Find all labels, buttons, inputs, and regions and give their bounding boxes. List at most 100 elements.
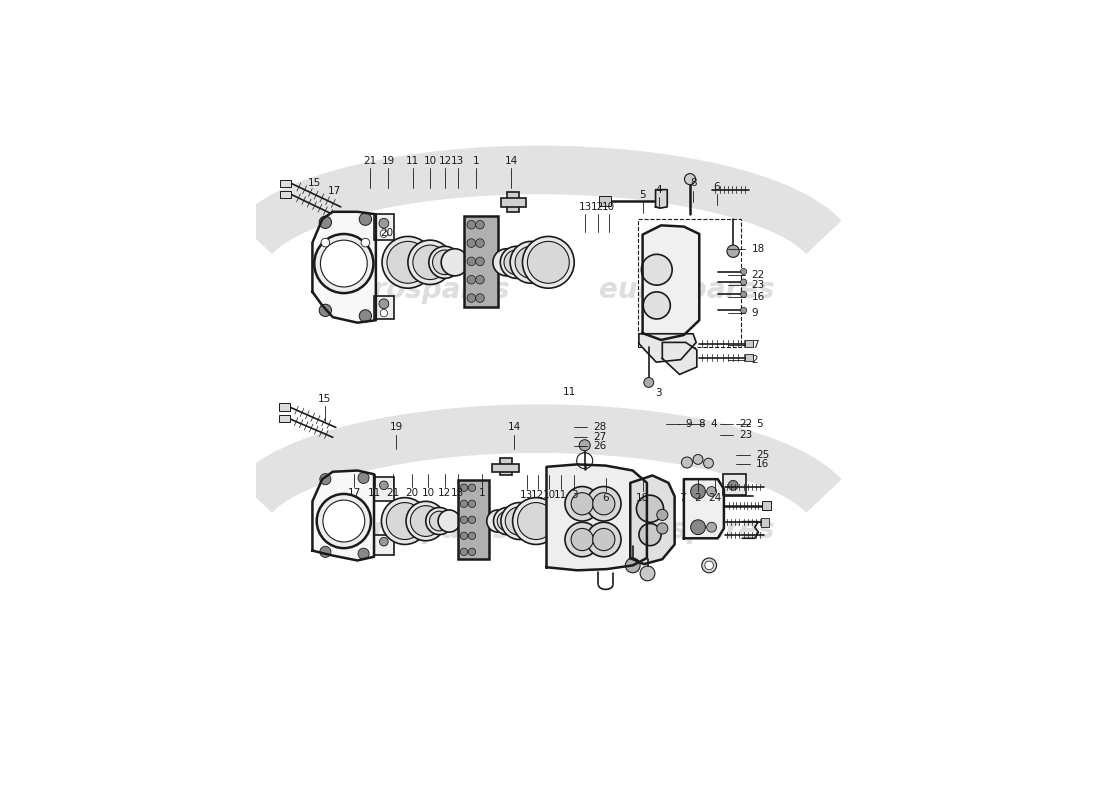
Bar (723, 474, 746, 495)
Bar (278, 415, 289, 422)
Circle shape (657, 523, 668, 534)
Circle shape (691, 520, 705, 534)
Text: 24: 24 (708, 493, 722, 502)
Text: 21: 21 (386, 488, 399, 498)
Bar (746, 354, 754, 362)
Text: 11: 11 (406, 156, 419, 166)
Circle shape (468, 238, 475, 247)
Circle shape (379, 538, 388, 546)
Text: 11: 11 (554, 490, 568, 500)
Text: 6: 6 (713, 182, 719, 191)
Bar (638, 219, 741, 347)
Text: 20: 20 (405, 488, 418, 498)
Polygon shape (547, 464, 647, 570)
Circle shape (358, 548, 370, 559)
Circle shape (641, 254, 672, 285)
Text: 8: 8 (690, 178, 696, 189)
Bar (278, 403, 289, 410)
Circle shape (637, 495, 663, 522)
Circle shape (387, 242, 429, 283)
Circle shape (320, 474, 331, 485)
Circle shape (381, 310, 387, 317)
Polygon shape (630, 475, 674, 564)
Text: 1: 1 (473, 156, 480, 166)
Text: 17: 17 (348, 488, 361, 498)
Circle shape (691, 484, 705, 499)
Circle shape (315, 234, 373, 293)
Bar (507, 192, 519, 212)
Text: 6: 6 (603, 493, 609, 502)
Circle shape (727, 245, 739, 258)
Circle shape (593, 493, 615, 515)
Text: 5: 5 (639, 190, 646, 199)
Text: 5: 5 (756, 418, 762, 429)
Text: 3: 3 (654, 388, 661, 398)
Circle shape (644, 378, 653, 387)
Circle shape (429, 246, 461, 278)
Circle shape (493, 249, 520, 276)
Circle shape (740, 307, 747, 314)
Text: 12: 12 (531, 490, 544, 500)
Circle shape (320, 240, 367, 287)
Text: 22: 22 (739, 418, 752, 429)
Circle shape (504, 250, 529, 274)
Text: eurospares: eurospares (334, 516, 509, 544)
Text: 7: 7 (680, 493, 686, 502)
Text: 2: 2 (695, 493, 702, 502)
Circle shape (571, 493, 593, 515)
Circle shape (706, 486, 716, 496)
Polygon shape (684, 479, 724, 538)
Text: 20: 20 (381, 228, 394, 238)
Circle shape (441, 249, 469, 276)
Polygon shape (642, 226, 700, 340)
Circle shape (378, 218, 388, 228)
Bar (374, 295, 394, 319)
Circle shape (517, 502, 554, 539)
Circle shape (684, 174, 695, 185)
Circle shape (740, 269, 747, 274)
Text: 16: 16 (751, 293, 764, 302)
Circle shape (460, 548, 467, 555)
Bar (280, 191, 292, 198)
Circle shape (693, 454, 703, 464)
Circle shape (386, 502, 424, 539)
Circle shape (565, 486, 600, 521)
Circle shape (515, 246, 547, 278)
Circle shape (378, 299, 388, 309)
Circle shape (505, 507, 534, 535)
Text: 11: 11 (563, 386, 576, 397)
Text: 14: 14 (508, 422, 521, 433)
Circle shape (586, 522, 622, 557)
Bar (762, 502, 771, 510)
Circle shape (426, 507, 453, 534)
Circle shape (320, 546, 331, 558)
Text: 18: 18 (636, 493, 649, 502)
Circle shape (475, 294, 484, 302)
Text: 9: 9 (751, 308, 758, 318)
Text: 1: 1 (480, 488, 486, 498)
Circle shape (702, 558, 716, 573)
Circle shape (468, 221, 475, 229)
Circle shape (460, 516, 467, 523)
Circle shape (429, 511, 449, 531)
Bar (374, 214, 394, 240)
Text: 9: 9 (685, 418, 692, 429)
Circle shape (639, 523, 661, 546)
Text: 4: 4 (656, 185, 662, 194)
Circle shape (486, 510, 509, 532)
Text: eurospares: eurospares (334, 276, 509, 304)
Text: 26: 26 (593, 441, 606, 451)
Circle shape (319, 216, 331, 229)
Text: 25: 25 (756, 450, 769, 459)
Circle shape (469, 532, 475, 539)
Bar (499, 458, 512, 475)
Circle shape (469, 484, 475, 491)
Circle shape (681, 457, 693, 468)
Circle shape (527, 242, 570, 283)
Circle shape (469, 500, 475, 507)
Text: 12: 12 (438, 488, 451, 498)
Polygon shape (662, 342, 696, 374)
Circle shape (510, 242, 552, 283)
Text: 4: 4 (711, 418, 717, 429)
Text: 10: 10 (424, 156, 437, 166)
